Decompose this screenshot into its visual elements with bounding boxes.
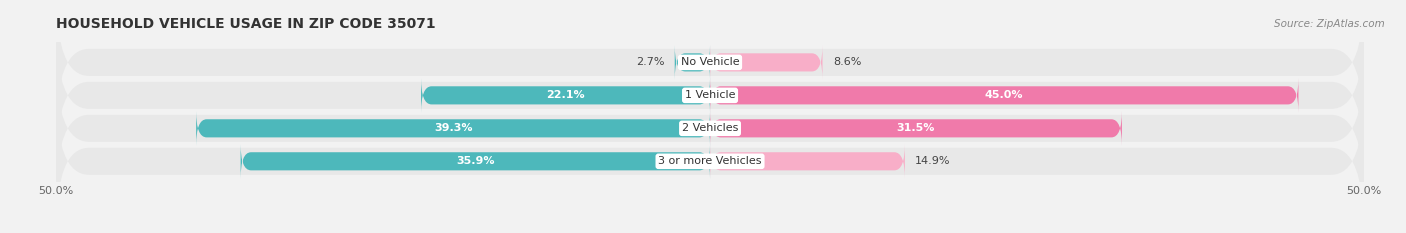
- FancyBboxPatch shape: [710, 45, 823, 80]
- FancyBboxPatch shape: [56, 59, 1364, 197]
- Text: 8.6%: 8.6%: [832, 57, 862, 67]
- Text: 22.1%: 22.1%: [546, 90, 585, 100]
- FancyBboxPatch shape: [710, 144, 905, 179]
- Text: 31.5%: 31.5%: [897, 123, 935, 133]
- Text: 39.3%: 39.3%: [434, 123, 472, 133]
- FancyBboxPatch shape: [710, 111, 1122, 146]
- FancyBboxPatch shape: [56, 26, 1364, 164]
- FancyBboxPatch shape: [197, 111, 710, 146]
- Text: Source: ZipAtlas.com: Source: ZipAtlas.com: [1274, 19, 1385, 29]
- FancyBboxPatch shape: [240, 144, 710, 179]
- Text: 3 or more Vehicles: 3 or more Vehicles: [658, 156, 762, 166]
- Legend: Owner-occupied, Renter-occupied: Owner-occupied, Renter-occupied: [593, 230, 827, 233]
- Text: HOUSEHOLD VEHICLE USAGE IN ZIP CODE 35071: HOUSEHOLD VEHICLE USAGE IN ZIP CODE 3507…: [56, 17, 436, 31]
- FancyBboxPatch shape: [420, 78, 710, 113]
- Text: 1 Vehicle: 1 Vehicle: [685, 90, 735, 100]
- Text: 35.9%: 35.9%: [456, 156, 495, 166]
- Text: No Vehicle: No Vehicle: [681, 57, 740, 67]
- FancyBboxPatch shape: [710, 78, 1298, 113]
- Text: 14.9%: 14.9%: [915, 156, 950, 166]
- Text: 2.7%: 2.7%: [636, 57, 664, 67]
- Text: 45.0%: 45.0%: [986, 90, 1024, 100]
- Text: 2 Vehicles: 2 Vehicles: [682, 123, 738, 133]
- FancyBboxPatch shape: [675, 45, 710, 80]
- FancyBboxPatch shape: [56, 0, 1364, 131]
- FancyBboxPatch shape: [56, 93, 1364, 230]
